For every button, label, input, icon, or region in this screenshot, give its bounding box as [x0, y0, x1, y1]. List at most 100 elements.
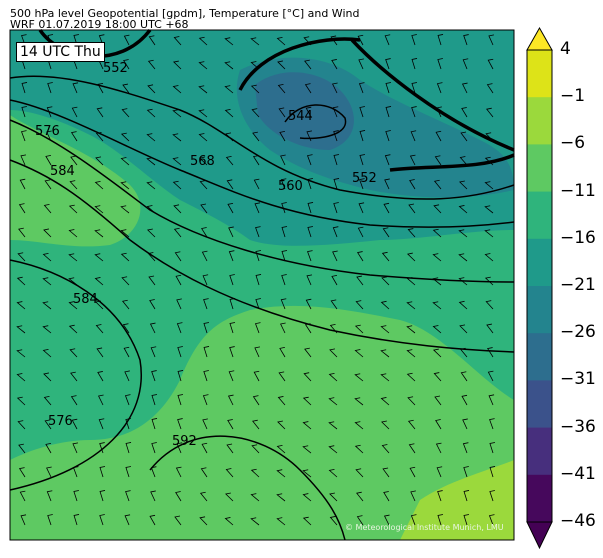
wind-barb [225, 468, 234, 478]
wind-barb [458, 205, 468, 214]
wind-barb [227, 419, 234, 430]
wind-barb [302, 516, 312, 526]
contour-label: 552 [103, 61, 128, 76]
wind-barb [120, 157, 130, 166]
wind-barb [484, 181, 494, 190]
wind-barb [435, 419, 442, 430]
wind-barb [307, 226, 314, 238]
wind-barb [409, 154, 416, 166]
wind-barb [381, 420, 390, 430]
wind-barb [356, 275, 364, 286]
wind-barb [302, 396, 312, 406]
wind-barb [277, 420, 286, 430]
wind-barb [172, 60, 182, 70]
wind-barb [304, 323, 312, 334]
wind-barb [358, 58, 364, 70]
wind-barb [17, 420, 26, 430]
colorbar-tick-label: −11 [560, 180, 596, 201]
wind-barb [72, 466, 79, 478]
wind-barb [484, 156, 494, 166]
wind-barb [97, 371, 104, 382]
wind-barb [151, 370, 157, 382]
wind-barb [458, 277, 468, 286]
wind-barb [99, 442, 105, 454]
wind-barb [98, 34, 105, 46]
colorbar-segment [527, 144, 552, 193]
wind-barb [97, 82, 104, 94]
wind-barb [224, 85, 234, 94]
colorbar-segment [527, 333, 552, 381]
wind-barb [385, 130, 391, 142]
wind-barb [355, 300, 364, 310]
wind-barb [73, 490, 79, 502]
wind-barb [68, 204, 78, 214]
wind-barb [329, 348, 338, 358]
wind-barb [43, 204, 52, 214]
wind-barb [432, 277, 442, 286]
wind-barb [199, 180, 208, 190]
wind-barb [173, 227, 182, 238]
wind-barb [255, 250, 262, 262]
wind-barb [305, 298, 312, 310]
wind-barb [277, 396, 286, 406]
wind-barb [72, 82, 79, 94]
colorbar-segment [527, 191, 552, 240]
colorbar-tick-label: −1 [560, 86, 586, 107]
wind-barb [330, 35, 338, 46]
wind-barb [226, 443, 234, 454]
wind-barb [146, 228, 156, 238]
wind-barb [20, 130, 27, 142]
wind-barb [201, 227, 208, 238]
wind-barb [251, 444, 260, 454]
wind-barb [328, 397, 338, 406]
wind-barb [146, 133, 156, 142]
wind-barb [432, 348, 442, 358]
wind-barb [381, 444, 390, 454]
wind-barb [45, 154, 52, 166]
wind-barb [356, 515, 364, 526]
wind-barb [68, 301, 78, 310]
wind-barb [227, 394, 234, 406]
wind-barb [411, 58, 418, 70]
wind-barb [120, 229, 130, 238]
wind-barb [409, 179, 416, 190]
contour-label: 576 [48, 414, 73, 429]
wind-barb [331, 59, 338, 70]
wind-barb [459, 324, 468, 334]
contour-label: 592 [172, 434, 197, 449]
temp-region-coldest [255, 72, 354, 150]
wind-barb [229, 274, 235, 286]
wind-barb [17, 252, 26, 262]
wind-barb [147, 59, 156, 70]
wind-barb [461, 82, 468, 94]
wind-barb [42, 325, 52, 334]
wind-barb [460, 131, 468, 142]
wind-barb [73, 514, 80, 526]
wind-barbs [16, 34, 496, 526]
wind-barb [198, 156, 208, 166]
wind-barb [358, 202, 365, 214]
wind-barb [253, 370, 260, 382]
wind-barb [489, 418, 495, 430]
wind-barb [94, 180, 104, 190]
wind-barb [198, 109, 208, 118]
wind-barb [229, 298, 236, 310]
wind-barb [252, 419, 260, 430]
wind-barb [44, 179, 52, 190]
wind-barb [458, 300, 468, 310]
map-frame [9, 29, 515, 541]
wind-barb [21, 34, 27, 46]
wind-barb [433, 372, 442, 382]
wind-barb [99, 466, 106, 478]
wind-barb [354, 324, 364, 334]
wind-barb [203, 298, 209, 310]
wind-barb [99, 514, 105, 526]
wind-barb [254, 346, 261, 358]
wind-barb [151, 418, 158, 430]
wind-barb [462, 418, 468, 430]
wind-barb [175, 274, 182, 286]
wind-barb [43, 372, 52, 382]
colorbar-tick-label: −46 [560, 511, 596, 531]
wind-barb [198, 61, 208, 70]
wind-barb [486, 83, 494, 94]
